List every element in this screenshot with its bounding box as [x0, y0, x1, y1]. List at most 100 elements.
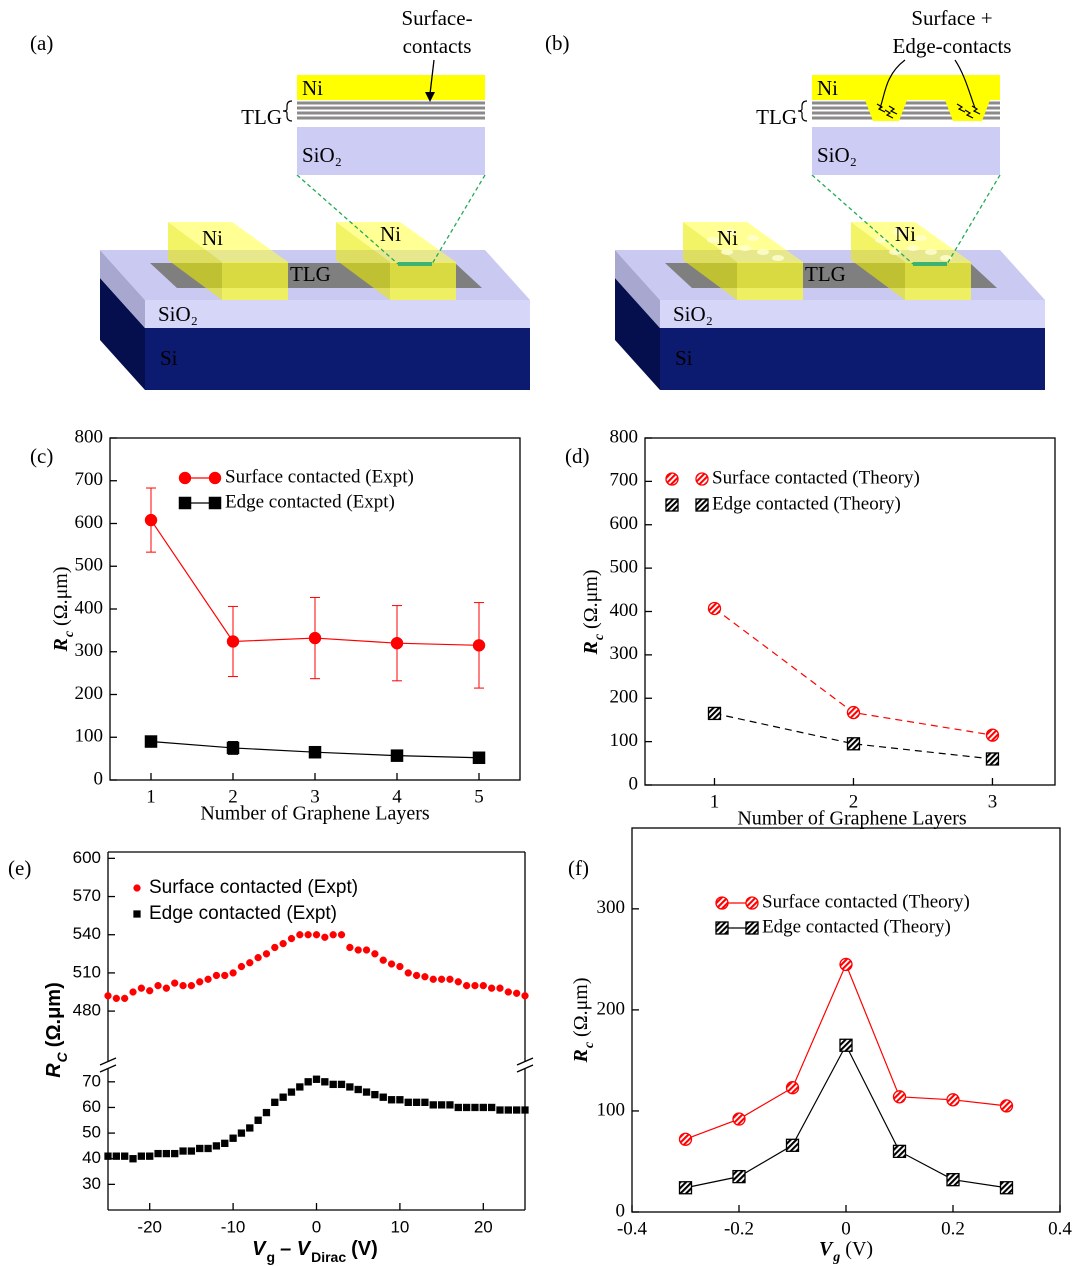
marker — [330, 1081, 337, 1088]
marker — [986, 753, 998, 765]
y-tick-label: 480 — [73, 1001, 101, 1020]
marker — [363, 1089, 370, 1096]
marker — [847, 738, 859, 750]
label-part: c — [582, 1041, 597, 1048]
y-tick-label: 700 — [610, 470, 639, 491]
marker — [472, 982, 479, 989]
marker — [205, 976, 212, 983]
marker — [227, 742, 239, 754]
marker — [130, 989, 137, 996]
marker — [397, 963, 404, 970]
panel-label: (e) — [8, 856, 31, 880]
legend-marker — [696, 499, 708, 511]
x-tick-label: -20 — [137, 1217, 162, 1236]
x-tick-label: 1 — [710, 791, 720, 812]
marker — [733, 1171, 745, 1183]
legend-marker — [134, 911, 141, 918]
marker — [405, 1099, 412, 1106]
marker — [480, 1104, 487, 1111]
marker — [130, 1155, 137, 1162]
marker — [230, 1135, 237, 1142]
y-tick-label: 100 — [597, 1099, 626, 1120]
x-tick-label: 5 — [474, 786, 484, 807]
marker — [313, 1076, 320, 1083]
marker — [121, 1153, 128, 1160]
marker — [280, 940, 287, 947]
callout: Surface + — [911, 6, 992, 30]
marker — [513, 1107, 520, 1114]
x-tick-label: 0.4 — [1048, 1218, 1072, 1239]
y-tick-label: 0 — [94, 768, 104, 789]
label-part: Dirac — [311, 1249, 346, 1265]
marker — [840, 958, 852, 970]
y-tick-label: 200 — [75, 683, 104, 704]
legend-marker — [746, 922, 758, 934]
marker — [363, 947, 370, 954]
marker — [338, 931, 345, 938]
legend-label: Surface contacted (Theory) — [762, 891, 970, 912]
marker — [430, 976, 437, 983]
marker — [391, 750, 403, 762]
label-part: (Ω.μm) — [43, 982, 65, 1047]
marker — [371, 950, 378, 957]
marker — [680, 1133, 692, 1145]
marker — [113, 1153, 120, 1160]
y-tick-label: 400 — [610, 600, 639, 621]
x-tick-label: 3 — [988, 791, 998, 812]
x-axis-label: Vg(V) — [819, 1238, 873, 1265]
y-tick-label: 600 — [75, 512, 104, 533]
edge-spot — [875, 237, 887, 243]
inset-substrate-label: SiO₂ — [302, 143, 342, 167]
marker — [246, 959, 253, 966]
label-part: V — [819, 1238, 834, 1260]
si-front — [145, 328, 530, 390]
legend-label: Edge contacted (Expt) — [225, 491, 395, 512]
marker — [438, 976, 445, 983]
marker — [105, 992, 112, 999]
marker — [238, 1130, 245, 1137]
marker — [309, 746, 321, 758]
marker — [288, 1089, 295, 1096]
marker — [894, 1091, 906, 1103]
contact-area — [398, 262, 432, 266]
x-tick-label: 0.2 — [941, 1218, 965, 1239]
marker — [894, 1145, 906, 1157]
y-tick-label: 510 — [73, 962, 101, 981]
pad-label: Ni — [202, 226, 223, 250]
marker — [405, 970, 412, 977]
y-tick-label: 300 — [597, 897, 626, 918]
marker — [113, 995, 120, 1002]
label-part: g — [267, 1249, 276, 1265]
oxide-front — [660, 300, 1045, 328]
marker — [488, 1104, 495, 1111]
marker — [847, 707, 859, 719]
y-tick-label: 200 — [610, 687, 639, 708]
label-part: c — [592, 633, 607, 640]
marker — [733, 1113, 745, 1125]
edge-spot — [889, 249, 901, 255]
marker — [371, 1091, 378, 1098]
legend-label: Edge contacted (Theory) — [762, 916, 951, 937]
panel-label: (d) — [565, 444, 590, 468]
x-tick-label: -0.2 — [724, 1218, 754, 1239]
marker — [1001, 1182, 1013, 1194]
marker — [230, 970, 237, 977]
y-tick-label: 500 — [610, 556, 639, 577]
label-part: – V — [280, 1238, 312, 1260]
label-part: (V) — [845, 1238, 873, 1260]
oxide-front — [145, 300, 530, 328]
y-tick-label: 570 — [73, 886, 101, 905]
edge-spot — [757, 249, 769, 255]
marker — [321, 934, 328, 941]
marker — [463, 1104, 470, 1111]
panel-label: (a) — [30, 31, 53, 55]
legend-marker — [666, 499, 678, 511]
y-tick-label: 500 — [75, 555, 104, 576]
x-axis-label: Vg– VDirac(V) — [252, 1238, 378, 1264]
edge-spot — [747, 235, 759, 241]
series-line — [714, 713, 992, 759]
brace — [798, 101, 807, 121]
legend-label: Edge contacted (Theory) — [712, 493, 901, 514]
marker — [263, 950, 270, 957]
marker — [513, 990, 520, 997]
